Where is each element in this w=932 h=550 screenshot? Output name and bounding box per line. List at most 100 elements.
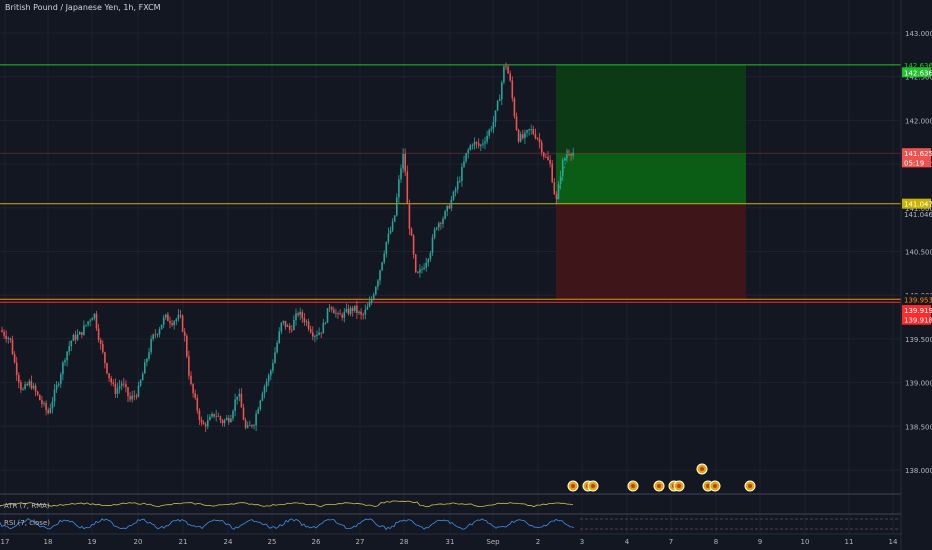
time-tick-label: 27: [356, 538, 365, 546]
candle-body: [154, 334, 157, 336]
candle-body: [276, 342, 278, 353]
event-marker: [744, 480, 756, 492]
candle-body: [318, 332, 320, 335]
candle-body: [76, 334, 79, 340]
candle-body: [183, 331, 186, 336]
candle-body: [280, 322, 283, 332]
event-marker: [587, 480, 599, 492]
candle-body: [431, 237, 434, 253]
event-marker-dot: [571, 484, 575, 488]
candle-body: [391, 221, 394, 231]
loss-zone: [556, 203, 746, 300]
price-tick-label: 141.000: [905, 205, 932, 213]
candle-body: [450, 199, 453, 209]
price-tick-label: 142.000: [905, 117, 932, 125]
candle-body: [91, 318, 94, 321]
candle-body: [549, 160, 551, 164]
candle-body: [179, 314, 182, 316]
candle-body: [522, 134, 524, 139]
candle-body: [93, 313, 96, 319]
candle-body: [18, 375, 20, 383]
candle-body: [513, 98, 516, 117]
candle-body: [20, 382, 22, 390]
candle-body: [440, 223, 442, 224]
event-marker: [696, 463, 708, 475]
price-tick-label: 139.000: [905, 380, 932, 388]
candle-body: [137, 385, 140, 397]
time-axis[interactable]: 17 18 19 20 21 24 25 26 27 28 31 Sep 2 3 4 7 8 9 10 11 14: [0, 533, 901, 546]
candle-body: [396, 197, 398, 216]
candle-body: [13, 354, 16, 363]
candle-body: [330, 307, 333, 310]
price-tick-label: 138.000: [905, 467, 932, 475]
price-tick-label: 140.500: [905, 249, 932, 257]
candle-body: [200, 419, 203, 423]
candle-body: [480, 144, 482, 146]
candle-body: [526, 130, 528, 133]
candle-body: [47, 410, 49, 413]
candle-body: [116, 388, 119, 394]
price-badge-box: [902, 294, 931, 305]
price-badge-label: 141.625: [904, 150, 932, 158]
candle-body: [444, 211, 446, 219]
price-tick-label: 138.500: [905, 423, 932, 431]
candle-body: [225, 418, 228, 420]
candle-body: [242, 407, 245, 420]
candle-body: [181, 315, 184, 332]
candle-body: [81, 332, 83, 335]
candle-body: [131, 395, 133, 400]
candle-body: [408, 203, 411, 229]
time-tick-label: 28: [400, 538, 409, 546]
candle-body: [326, 308, 329, 323]
time-tick-label: Sep: [486, 538, 500, 546]
candle-body: [364, 309, 367, 315]
candle-body: [427, 259, 430, 263]
price-badge-box: [902, 157, 931, 168]
candle-body: [232, 410, 234, 419]
candle-body: [528, 129, 530, 131]
candle-body: [362, 314, 364, 316]
candle-body: [217, 415, 220, 417]
projection-line: [555, 150, 569, 204]
candle-body: [559, 176, 562, 185]
candle-body: [118, 385, 121, 389]
candle-body: [385, 241, 388, 254]
candle-body: [553, 182, 556, 195]
candle-body: [253, 425, 255, 427]
candle-body: [158, 329, 161, 335]
candle-body: [11, 339, 14, 355]
candle-body: [150, 339, 152, 353]
price-badge-label: 139.918: [904, 317, 932, 325]
candle-body: [89, 320, 91, 322]
price-badge-box: [902, 67, 931, 78]
candle-body: [543, 152, 545, 157]
candle-body: [314, 336, 316, 337]
candle-body: [417, 271, 419, 273]
candle-body: [148, 352, 150, 359]
candle-body: [423, 267, 425, 270]
candle-body: [24, 384, 26, 389]
candle-body: [370, 298, 373, 303]
time-tick-label: 21: [179, 538, 188, 546]
candle-body: [377, 280, 379, 287]
candle-body: [469, 145, 472, 150]
candle-body: [456, 181, 459, 190]
candle-body: [475, 141, 478, 144]
time-tick-label: 9: [758, 538, 762, 546]
candle-body: [202, 422, 205, 425]
price-badge-label: 142.636: [904, 62, 932, 70]
candle-body: [339, 313, 341, 315]
candle-body: [278, 331, 280, 343]
time-tick-label: 18: [44, 538, 53, 546]
candle-body: [230, 418, 232, 423]
candle-body: [15, 362, 18, 376]
time-tick-label: 3: [580, 538, 584, 546]
candle-body: [270, 370, 272, 376]
candle-body: [486, 135, 488, 142]
candle-body: [435, 227, 438, 230]
